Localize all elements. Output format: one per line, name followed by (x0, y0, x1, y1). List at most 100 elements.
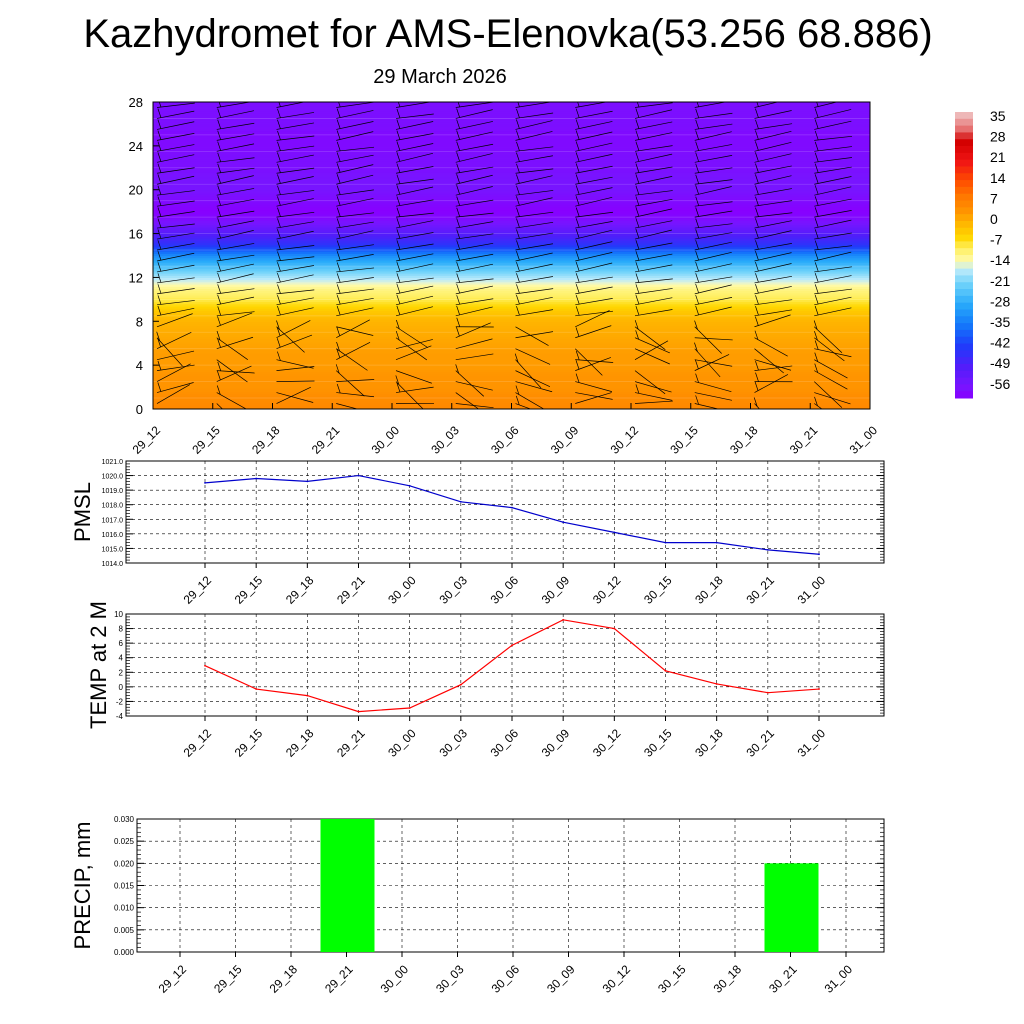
wind-barb (575, 392, 613, 400)
temp-point (204, 664, 206, 667)
wind-barb (874, 191, 912, 195)
wind-barb (694, 241, 733, 251)
wind-barb-flag (336, 119, 341, 129)
wind-barb-flag (635, 141, 640, 151)
wind-barb-flag (456, 130, 460, 140)
wind-barb (694, 276, 733, 284)
section-ytick-label: 16 (129, 227, 143, 242)
wind-barb (455, 131, 493, 141)
wind-barb (814, 135, 853, 141)
temp-point (818, 688, 820, 690)
wind-barb (395, 113, 434, 119)
wind-barb-flag (336, 196, 341, 206)
temp-ylabel: TEMP at 2 M (86, 601, 111, 729)
wind-barb (814, 359, 848, 379)
wind-barb (276, 320, 311, 339)
wind-barb (216, 370, 255, 374)
section-band (153, 235, 870, 239)
wind-barb (515, 288, 554, 295)
wind-barb-flag (336, 305, 341, 316)
wind-barb (634, 109, 673, 119)
wind-barb-flag (814, 141, 819, 151)
wind-barb (216, 254, 255, 262)
wind-barb (754, 165, 792, 174)
wind-barb (814, 219, 852, 229)
wind-barb (575, 121, 613, 130)
pmsl-point (357, 474, 360, 477)
wind-barb (455, 306, 493, 317)
wind-barb-flag (157, 284, 162, 294)
wind-barb (874, 360, 910, 373)
wind-barb-flag (814, 363, 819, 373)
wind-barb (395, 306, 433, 317)
wind-barb (216, 336, 254, 350)
section-band (153, 290, 870, 294)
wind-barb (694, 112, 733, 119)
wind-barb-flag (516, 273, 520, 283)
wind-barb-flag (217, 196, 222, 206)
wind-barb (455, 381, 493, 391)
wind-barb (694, 251, 732, 262)
wind-barb (515, 112, 554, 119)
wind-barb (754, 374, 789, 393)
wind-barb (634, 326, 666, 350)
section-band (153, 351, 870, 355)
section-band (153, 332, 870, 336)
wind-barb (276, 334, 313, 350)
pmsl-xtick-label: 30_00 (385, 573, 419, 607)
wind-barb-flag (277, 185, 281, 195)
wind-barb (694, 381, 732, 393)
wind-barb-flag (635, 262, 640, 272)
wind-barb (694, 348, 721, 378)
wind-barb (455, 199, 494, 207)
wind-barb (515, 348, 551, 365)
colorbar-label: 35 (990, 108, 1006, 124)
wind-barb (395, 326, 428, 348)
wind-barb (814, 403, 823, 409)
section-band (153, 341, 870, 344)
section-band (153, 139, 870, 143)
wind-barb-flag (755, 130, 759, 140)
section-xtick-label: 29_18 (249, 423, 283, 457)
wind-barb-flag (157, 360, 162, 371)
wind-barb (336, 102, 374, 108)
wind-barb-flag (217, 370, 221, 381)
wind-barb (754, 175, 792, 185)
precip-bar (764, 863, 819, 952)
section-band (153, 288, 870, 292)
wind-barb (515, 263, 553, 273)
temp-point (408, 707, 411, 709)
wind-barb-flag (875, 163, 878, 172)
section-band (153, 110, 870, 114)
wind-barb-flag (396, 108, 401, 119)
section-band (153, 257, 870, 261)
wind-barb-flag (396, 196, 401, 206)
colorbar-label: -28 (990, 293, 1010, 309)
section-band (153, 294, 870, 298)
wind-barb-flag (755, 250, 759, 261)
wind-barb-flag (755, 207, 759, 217)
wind-barb-flag (276, 320, 280, 330)
temp-point (766, 691, 769, 694)
pmsl-ylabel: PMSL (70, 482, 95, 542)
section-band (153, 266, 870, 270)
wind-barb-flag (814, 119, 819, 129)
wind-barb (216, 312, 253, 328)
wind-barb (455, 392, 480, 409)
wind-barb (336, 326, 374, 336)
wind-barb (336, 319, 370, 339)
wind-barb (276, 122, 314, 130)
wind-barb-flag (396, 273, 401, 283)
wind-barb (455, 166, 494, 174)
wind-barb (276, 274, 314, 284)
wind-barb-flag (217, 306, 222, 316)
wind-barb-flag (456, 141, 461, 151)
section-band (153, 165, 870, 169)
wind-barb-flag (575, 284, 580, 294)
wind-barb-flag (157, 207, 162, 217)
wind-barb-flag (157, 262, 162, 272)
wind-barb (276, 145, 315, 152)
wind-barb (276, 167, 315, 174)
section-band (153, 378, 870, 382)
section-ytick-label: 8 (136, 314, 143, 329)
